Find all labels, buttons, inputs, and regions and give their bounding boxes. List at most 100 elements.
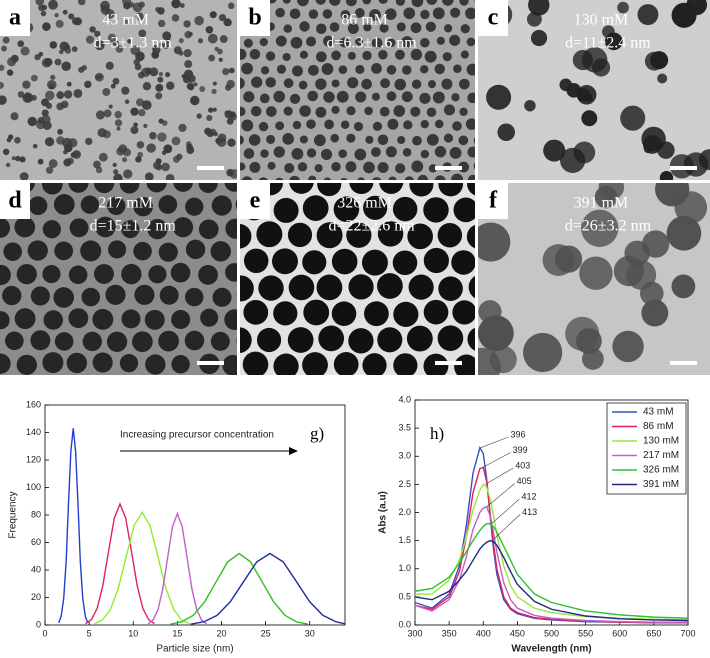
particle [93, 160, 101, 169]
particle [182, 75, 191, 84]
particle [315, 0, 326, 5]
particle [260, 66, 270, 75]
particle [133, 241, 152, 261]
series-line [414, 539, 689, 622]
particle [16, 354, 37, 375]
particle [159, 378, 179, 398]
particle [298, 80, 308, 90]
particle [161, 162, 170, 172]
particle [443, 104, 455, 116]
particle [306, 148, 317, 158]
particle [299, 21, 310, 32]
peak-leader [491, 514, 521, 541]
particle [289, 183, 314, 194]
particle [61, 61, 71, 72]
particle [302, 250, 327, 275]
particle [178, 123, 187, 132]
particle [323, 91, 335, 103]
particle [198, 265, 218, 285]
x-tick-label: 600 [612, 628, 627, 638]
particle [103, 109, 112, 118]
particle [406, 325, 433, 352]
particle [155, 6, 161, 13]
particle [259, 37, 268, 47]
particle [473, 162, 475, 170]
particle [57, 128, 64, 135]
particle [171, 309, 191, 330]
particle [16, 264, 37, 285]
particle [411, 79, 422, 90]
particle [132, 331, 153, 353]
particle [371, 63, 382, 74]
particle [211, 195, 232, 216]
peak-leader [480, 436, 509, 449]
particle [272, 248, 298, 275]
particle [48, 159, 58, 168]
particle [165, 37, 171, 44]
particle [581, 209, 619, 247]
particle [208, 54, 216, 62]
particle [377, 221, 404, 247]
particle [497, 123, 515, 142]
particle [241, 119, 254, 132]
particle [276, 64, 286, 74]
particle [161, 150, 167, 156]
particle [331, 161, 341, 172]
particle [441, 78, 453, 90]
particle [437, 222, 463, 248]
particle [362, 0, 372, 5]
particle [436, 36, 445, 45]
y-tick-label: 2.0 [398, 507, 411, 517]
x-tick-label: 650 [646, 628, 661, 638]
particle [240, 327, 252, 354]
particle [641, 126, 666, 152]
particle [240, 135, 244, 145]
particle [340, 177, 348, 180]
legend-label: 391 mM [643, 479, 679, 490]
particle [459, 107, 468, 116]
concentration: 130 mM [574, 12, 629, 29]
particle [0, 311, 10, 330]
particle [333, 196, 360, 222]
particle [355, 64, 365, 75]
particle [121, 263, 142, 285]
particle [183, 48, 192, 58]
particle [289, 8, 301, 20]
particle [41, 109, 49, 117]
particle [19, 172, 29, 180]
particle [573, 141, 596, 164]
particle [331, 301, 357, 326]
particle [434, 146, 447, 158]
particle [15, 155, 21, 162]
particle [348, 274, 374, 300]
letter-box [0, 0, 30, 36]
particle [395, 0, 405, 6]
concentration: 326 mM [337, 195, 392, 212]
particle [158, 242, 178, 262]
particle [98, 74, 103, 80]
particle [198, 183, 218, 193]
particle [432, 7, 445, 20]
particle [442, 0, 454, 6]
size-label: d=15±1.2 nm [90, 218, 177, 235]
particle [256, 327, 282, 353]
particle [412, 135, 422, 146]
particle [258, 275, 284, 301]
y-tick-label: 20 [31, 592, 41, 602]
peak-label: 412 [521, 491, 536, 501]
particle [184, 60, 193, 69]
particle [95, 216, 116, 238]
particle [20, 46, 30, 56]
particle [141, 100, 152, 110]
particle [121, 309, 141, 329]
particle [114, 110, 122, 119]
particle [59, 41, 70, 52]
particle [205, 26, 214, 34]
particle [273, 146, 285, 158]
particle [187, 83, 195, 91]
particle [423, 247, 449, 274]
particle [467, 327, 475, 351]
particle [666, 215, 702, 251]
particle [85, 35, 95, 44]
particle [224, 183, 237, 192]
